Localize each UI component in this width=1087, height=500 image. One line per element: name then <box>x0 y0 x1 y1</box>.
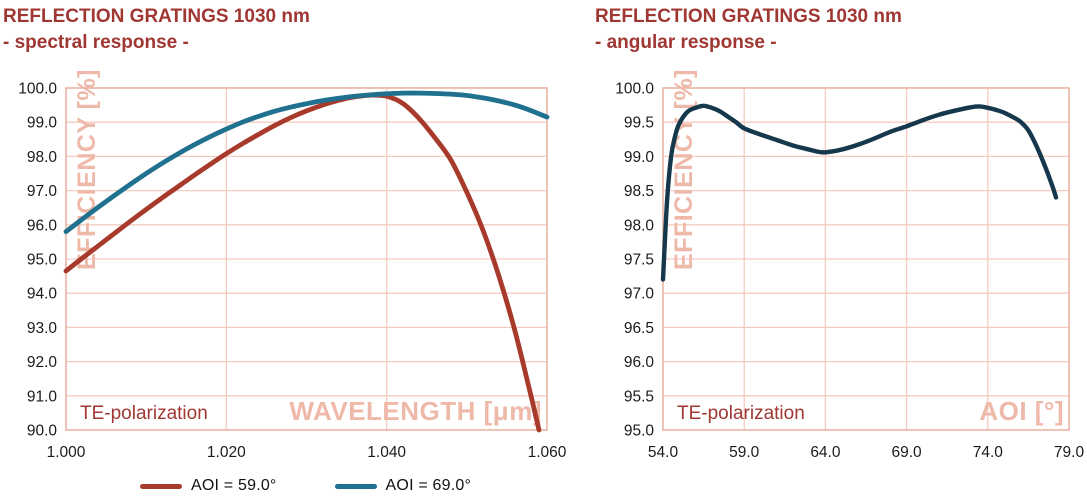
y-tick-label: 95.0 <box>27 252 58 269</box>
y-tick-label: 92.0 <box>27 354 58 371</box>
plot-border <box>65 87 548 431</box>
angular-subtitle-line: - angular response - <box>595 32 777 53</box>
y-tick-label: 96.0 <box>624 354 655 371</box>
efficiency-axis-watermark: EFFICIENCY [%] <box>73 69 101 270</box>
x-tick-label: 64.0 <box>810 444 841 461</box>
spectral-subtitle-line: - spectral response - <box>3 32 189 53</box>
angular-title-line: REFLECTION GRATINGS 1030 nm <box>595 6 902 27</box>
spectral-chart-title: REFLECTION GRATINGS 1030 nm - spectral r… <box>3 4 310 56</box>
spectral-chart: EFFICIENCY [%] WAVELENGTH [μm] TE-polariza… <box>18 69 567 461</box>
x-tick-label: 1.060 <box>528 444 567 461</box>
x-tick-label: 59.0 <box>729 444 760 461</box>
y-tick-label: 98.5 <box>624 183 654 200</box>
series-line-0-0 <box>63 92 542 433</box>
y-tick-label: 99.0 <box>624 149 655 166</box>
legend-item-aoi-69: AOI = 69.0° <box>334 477 472 495</box>
y-tick-label: 98.0 <box>27 149 58 166</box>
legend-label-aoi-59: AOI = 59.0° <box>191 477 277 494</box>
y-tick-label: 93.0 <box>27 320 58 337</box>
x-tick-label: 1.000 <box>47 444 86 461</box>
wavelength-axis-watermark: WAVELENGTH [μm] <box>289 396 542 426</box>
y-tick-label: 97.5 <box>624 252 654 269</box>
y-tick-label: 95.5 <box>624 388 654 405</box>
legend-swatch-red-line <box>140 483 182 489</box>
y-tick-label: 90.0 <box>27 423 58 440</box>
y-tick-label: 94.0 <box>27 286 58 303</box>
x-tick-label: 69.0 <box>892 444 923 461</box>
legend-swatch-teal-line <box>334 483 377 489</box>
y-tick-label: 96.0 <box>27 217 58 234</box>
spectral-title-line: REFLECTION GRATINGS 1030 nm <box>3 6 310 27</box>
y-tick-label: 98.0 <box>624 217 655 234</box>
legend: AOI = 59.0° AOI = 69.0° <box>140 477 471 495</box>
te-polarization-label: TE-polarization <box>80 403 208 424</box>
y-tick-label: 99.5 <box>624 115 654 132</box>
x-tick-label: 79.0 <box>1054 444 1085 461</box>
y-tick-label: 100.0 <box>615 81 654 98</box>
y-tick-label: 96.5 <box>624 320 654 337</box>
aoi-axis-watermark: AOI [°] <box>979 396 1064 426</box>
x-tick-label: 54.0 <box>648 444 679 461</box>
y-tick-label: 95.0 <box>624 423 655 440</box>
y-tick-label: 100.0 <box>18 81 57 98</box>
x-tick-label: 1.040 <box>367 444 406 461</box>
angular-chart: EFFICIENCY [%] AOI [°] TE-polarization 100.… <box>615 69 1084 461</box>
y-tick-label: 99.0 <box>27 115 58 132</box>
x-tick-label: 1.020 <box>207 444 246 461</box>
te-polarization-label: TE-polarization <box>677 403 805 424</box>
series-line-0-1 <box>63 90 550 235</box>
legend-label-aoi-69: AOI = 69.0° <box>385 477 472 494</box>
y-tick-label: 97.0 <box>27 183 58 200</box>
legend-item-aoi-59: AOI = 59.0° <box>140 477 277 495</box>
x-tick-label: 74.0 <box>973 444 1004 461</box>
angular-chart-title: REFLECTION GRATINGS 1030 nm - angular re… <box>595 4 902 56</box>
series-line-1-0 <box>660 103 1059 282</box>
y-tick-label: 91.0 <box>27 388 58 405</box>
efficiency-axis-watermark: EFFICIENCY [%] <box>670 69 698 270</box>
y-tick-label: 97.0 <box>624 286 655 303</box>
